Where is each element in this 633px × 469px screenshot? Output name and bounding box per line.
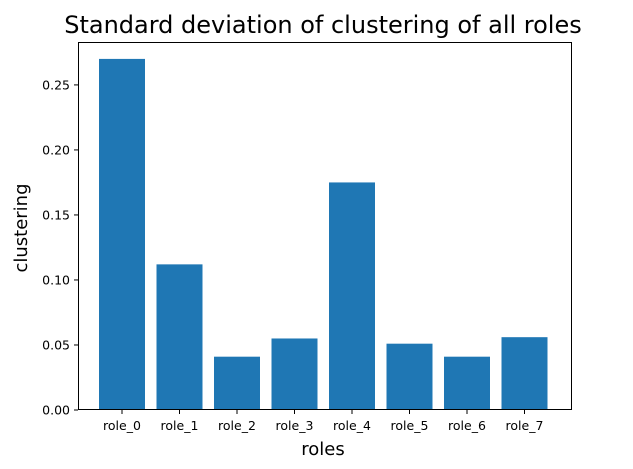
y-axis: 0.00 0.05 0.10 0.15 0.20 0.25 [42, 77, 78, 418]
x-tick-label: role_2 [218, 418, 256, 433]
x-tick-label: role_1 [161, 418, 199, 433]
plot-area: 0.000.050.100.150.200.25 role_0 role_1 rol… [42, 42, 572, 433]
x-tick-label: role_6 [448, 418, 486, 433]
x-tick-label: role_4 [333, 418, 371, 433]
chart-title: Standard deviation of clustering of all … [64, 11, 582, 39]
y-tick-label: 0.25 [42, 77, 70, 92]
y-tick-label: 0.00 [42, 403, 70, 418]
bar-role_5 [386, 343, 433, 410]
x-tick-label: role_5 [391, 418, 429, 433]
bars-group [99, 58, 548, 410]
bar-role_0 [99, 58, 145, 410]
bar-role_3 [271, 338, 318, 410]
x-tick-label: role_3 [276, 418, 314, 433]
x-axis: role_0 role_1 role_2 role_3 role_4 role_5 role… [103, 410, 543, 433]
y-tick-label: 0.15 [42, 207, 70, 222]
bar-role_2 [214, 356, 260, 410]
bar-role_6 [444, 356, 490, 410]
x-axis-label: roles [301, 439, 344, 460]
plot-background [78, 42, 572, 410]
y-axis-label: clustering [11, 183, 32, 272]
bar-role_4 [329, 182, 375, 410]
x-tick-label: role_0 [103, 418, 141, 433]
plot-frame [78, 42, 572, 410]
x-tick-label: role_7 [506, 418, 544, 433]
bar-role_7 [501, 337, 548, 410]
y-tick-label: 0.10 [42, 272, 70, 287]
y-tick-label: 0.05 [42, 337, 70, 352]
y-tick-label: 0.20 [42, 142, 70, 157]
bar-role_1 [156, 264, 203, 410]
